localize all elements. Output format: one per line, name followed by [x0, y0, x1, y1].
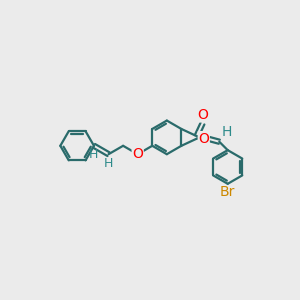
Text: H: H: [222, 125, 232, 139]
Text: O: O: [197, 108, 208, 122]
Text: O: O: [198, 132, 209, 146]
Text: O: O: [132, 147, 143, 161]
Text: H: H: [88, 148, 98, 161]
Text: H: H: [104, 157, 113, 170]
Text: Br: Br: [220, 185, 236, 200]
